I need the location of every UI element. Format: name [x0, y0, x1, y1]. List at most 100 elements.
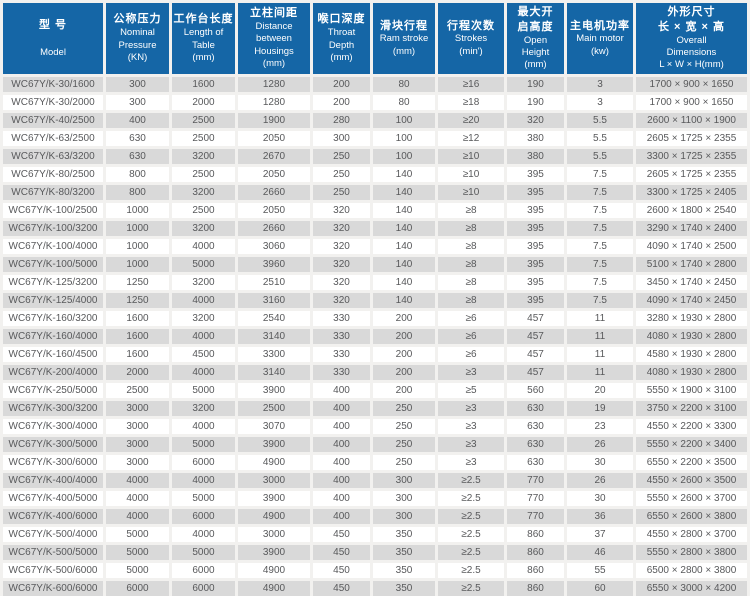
cell-strokes: ≥2.5: [438, 580, 504, 596]
cell-model: WC67Y/K-250/5000: [3, 382, 103, 398]
cell-press: 3000: [106, 400, 169, 416]
cell-length: 6000: [172, 580, 235, 596]
cell-throat: 200: [313, 94, 370, 110]
cell-length: 4000: [172, 328, 235, 344]
cell-press: 5000: [106, 544, 169, 560]
cell-model: WC67Y/K-125/4000: [3, 292, 103, 308]
header-label-en: (mm): [524, 59, 547, 71]
cell-motor: 20: [567, 382, 633, 398]
cell-housing: 4900: [238, 580, 310, 596]
cell-housing: 2670: [238, 148, 310, 164]
cell-throat: 300: [313, 130, 370, 146]
table-row: WC67Y/K-160/4500 1600 4500 3300 330 200 ≥6 457 1…: [3, 346, 747, 362]
cell-dims: 1700 × 900 × 1650: [636, 76, 747, 92]
cell-dims: 6500 × 2800 × 3800: [636, 562, 747, 578]
table-row: WC67Y/K-400/6000 4000 6000 4900 400 300 ≥2.5 77…: [3, 508, 747, 524]
cell-throat: 320: [313, 274, 370, 290]
cell-model: WC67Y/K-63/3200: [3, 148, 103, 164]
cell-motor: 7.5: [567, 220, 633, 236]
header-label-en: Open: [523, 34, 548, 46]
cell-press: 800: [106, 184, 169, 200]
cell-motor: 11: [567, 328, 633, 344]
cell-motor: 23: [567, 418, 633, 434]
header-label-cn: 立柱间距: [250, 7, 298, 20]
cell-housing: 3960: [238, 256, 310, 272]
cell-motor: 7.5: [567, 166, 633, 182]
cell-dims: 3450 × 1740 × 2450: [636, 274, 747, 290]
column-header-housing: 立柱间距 Distance between Housings (mm): [238, 3, 310, 74]
cell-motor: 11: [567, 310, 633, 326]
cell-throat: 400: [313, 400, 370, 416]
cell-press: 1250: [106, 274, 169, 290]
cell-housing: 3140: [238, 364, 310, 380]
cell-housing: 3070: [238, 418, 310, 434]
cell-ram: 250: [373, 454, 435, 470]
cell-housing: 3900: [238, 436, 310, 452]
cell-press: 5000: [106, 526, 169, 542]
cell-strokes: ≥2.5: [438, 508, 504, 524]
header-label-en: Overall: [676, 34, 707, 46]
header-label-en: (KN): [127, 51, 148, 63]
cell-dims: 4550 × 2800 × 3700: [636, 526, 747, 542]
header-label-cn: 长 × 宽 × 高: [657, 20, 726, 33]
cell-throat: 400: [313, 454, 370, 470]
cell-open: 630: [507, 418, 564, 434]
cell-dims: 3290 × 1740 × 2400: [636, 220, 747, 236]
cell-press: 3000: [106, 454, 169, 470]
column-header-open: 最大开 启高度 Open Height (mm): [507, 3, 564, 74]
cell-housing: 3140: [238, 328, 310, 344]
cell-model: WC67Y/K-30/2000: [3, 94, 103, 110]
cell-motor: 26: [567, 436, 633, 452]
cell-strokes: ≥8: [438, 256, 504, 272]
cell-throat: 400: [313, 490, 370, 506]
cell-press: 300: [106, 94, 169, 110]
cell-length: 4000: [172, 472, 235, 488]
cell-throat: 320: [313, 292, 370, 308]
table-row: WC67Y/K-30/1600 300 1600 1280 200 80 ≥16 190 3 17…: [3, 76, 747, 92]
cell-ram: 100: [373, 112, 435, 128]
table-row: WC67Y/K-40/2500 400 2500 1900 280 100 ≥20 320 5.…: [3, 112, 747, 128]
column-header-press: 公称压力 Nominal Pressure (KN): [106, 3, 169, 74]
cell-open: 320: [507, 112, 564, 128]
cell-length: 4000: [172, 292, 235, 308]
table-row: WC67Y/K-250/5000 2500 5000 3900 400 200 ≥5 560 2…: [3, 382, 747, 398]
header-label-en: (mm): [262, 58, 286, 70]
cell-housing: 3900: [238, 544, 310, 560]
table-row: WC67Y/K-80/3200 800 3200 2660 250 140 ≥10 395 7.…: [3, 184, 747, 200]
cell-press: 1000: [106, 238, 169, 254]
cell-press: 800: [106, 166, 169, 182]
cell-dims: 3750 × 2200 × 3100: [636, 400, 747, 416]
cell-throat: 250: [313, 148, 370, 164]
cell-length: 2500: [172, 112, 235, 128]
cell-ram: 80: [373, 76, 435, 92]
cell-model: WC67Y/K-100/5000: [3, 256, 103, 272]
cell-dims: 6550 × 3000 × 4200: [636, 580, 747, 596]
cell-length: 6000: [172, 562, 235, 578]
cell-throat: 330: [313, 346, 370, 362]
cell-ram: 200: [373, 346, 435, 362]
cell-length: 4000: [172, 418, 235, 434]
cell-strokes: ≥2.5: [438, 472, 504, 488]
header-label-cn: 工作台长度: [173, 13, 234, 26]
cell-strokes: ≥12: [438, 130, 504, 146]
cell-dims: 2600 × 1100 × 1900: [636, 112, 747, 128]
cell-motor: 26: [567, 472, 633, 488]
cell-throat: 450: [313, 526, 370, 542]
cell-strokes: ≥3: [438, 454, 504, 470]
cell-housing: 4900: [238, 508, 310, 524]
cell-open: 190: [507, 76, 564, 92]
cell-press: 4000: [106, 508, 169, 524]
cell-strokes: ≥5: [438, 382, 504, 398]
cell-model: WC67Y/K-100/3200: [3, 220, 103, 236]
cell-press: 1000: [106, 256, 169, 272]
cell-dims: 5550 × 2600 × 3700: [636, 490, 747, 506]
cell-model: WC67Y/K-160/4500: [3, 346, 103, 362]
cell-model: WC67Y/K-600/6000: [3, 580, 103, 596]
cell-open: 395: [507, 184, 564, 200]
header-label-en: (mm): [330, 51, 353, 63]
cell-housing: 4900: [238, 562, 310, 578]
header-label-cn: 外形尺寸: [667, 6, 716, 18]
cell-strokes: ≥2.5: [438, 526, 504, 542]
cell-throat: 320: [313, 256, 370, 272]
cell-model: WC67Y/K-63/2500: [3, 130, 103, 146]
